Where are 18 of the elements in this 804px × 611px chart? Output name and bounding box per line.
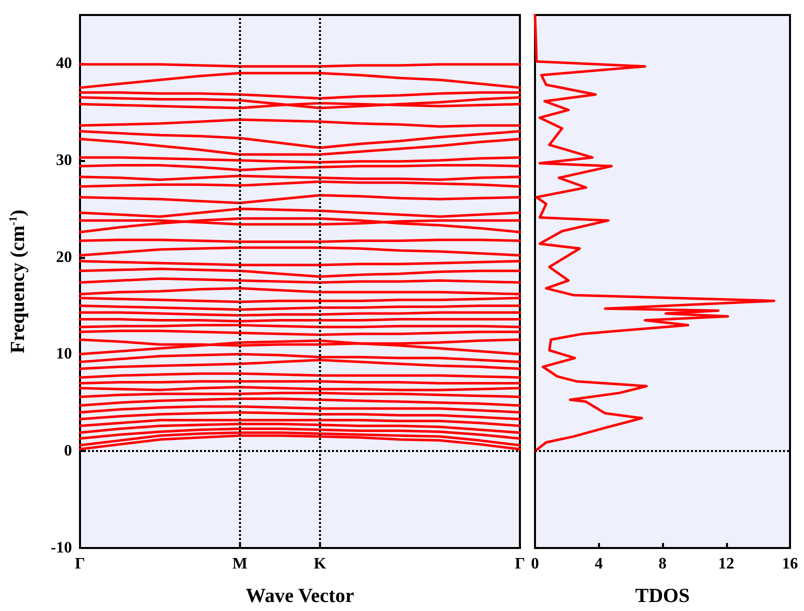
x-axis-title: Wave Vector (246, 585, 354, 607)
x-tick-label: Γ (514, 556, 526, 572)
y-tick-label: 20 (56, 248, 72, 266)
x-tick-label: 8 (658, 556, 666, 572)
x-tick-label: 16 (782, 556, 798, 572)
y-tick-label: 10 (56, 346, 72, 363)
x-tick-label: M (232, 556, 248, 572)
x-tick-label: Γ (74, 556, 86, 572)
x-tick-label: K (314, 556, 327, 572)
x-tick-label: 12 (718, 556, 734, 572)
y-tick-label: 40 (56, 54, 72, 72)
y-tick-label: 0 (64, 442, 72, 460)
y-tick-label: 30 (56, 152, 72, 169)
y-axis-title: Frequency (cm-1) (7, 210, 29, 354)
x-axis-title: TDOS (635, 585, 690, 607)
x-tick-label: 0 (531, 556, 539, 572)
x-tick-label: 4 (594, 556, 603, 572)
y-tick-label: -10 (50, 540, 72, 556)
